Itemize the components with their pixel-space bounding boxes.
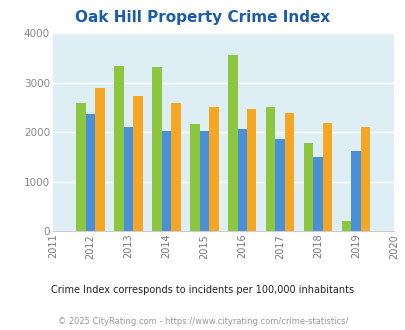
Bar xyxy=(284,113,294,231)
Bar xyxy=(265,107,275,231)
Bar xyxy=(275,139,284,231)
Bar xyxy=(76,103,86,231)
Bar xyxy=(171,103,180,231)
Text: Oak Hill Property Crime Index: Oak Hill Property Crime Index xyxy=(75,10,330,25)
Bar xyxy=(161,131,171,231)
Bar xyxy=(152,67,161,231)
Bar xyxy=(313,157,322,231)
Bar xyxy=(86,114,95,231)
Bar xyxy=(114,66,124,231)
Bar xyxy=(322,123,331,231)
Bar xyxy=(133,96,143,231)
Bar xyxy=(95,88,104,231)
Bar xyxy=(228,55,237,231)
Bar xyxy=(360,127,369,231)
Bar xyxy=(350,151,360,231)
Bar xyxy=(246,109,256,231)
Text: © 2025 CityRating.com - https://www.cityrating.com/crime-statistics/: © 2025 CityRating.com - https://www.city… xyxy=(58,317,347,326)
Bar xyxy=(341,221,350,231)
Bar xyxy=(303,143,313,231)
Bar xyxy=(237,129,246,231)
Bar xyxy=(199,131,209,231)
Text: Crime Index corresponds to incidents per 100,000 inhabitants: Crime Index corresponds to incidents per… xyxy=(51,285,354,295)
Bar xyxy=(190,124,199,231)
Bar xyxy=(209,107,218,231)
Bar xyxy=(124,127,133,231)
